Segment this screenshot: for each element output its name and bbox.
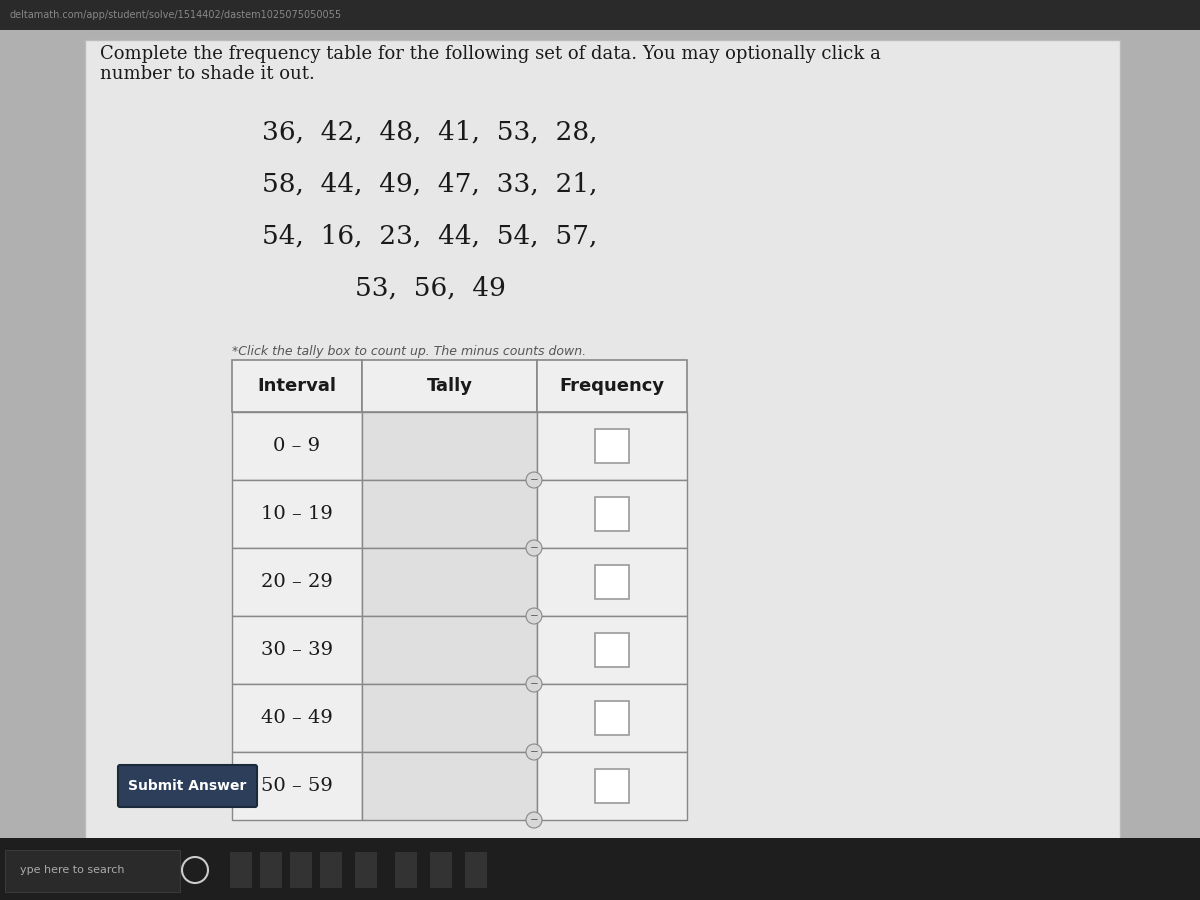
Bar: [362, 360, 538, 412]
Circle shape: [526, 540, 542, 556]
Bar: [320, 852, 342, 888]
Bar: [5, 850, 180, 892]
Bar: [232, 412, 362, 480]
Bar: [538, 548, 686, 616]
Bar: [362, 480, 538, 548]
Bar: [232, 752, 362, 820]
Bar: [538, 752, 686, 820]
Circle shape: [526, 744, 542, 760]
Text: Interval: Interval: [258, 377, 336, 395]
Bar: [430, 852, 452, 888]
Text: Frequency: Frequency: [559, 377, 665, 395]
Bar: [538, 616, 686, 684]
FancyBboxPatch shape: [118, 765, 257, 807]
Text: 40 – 49: 40 – 49: [262, 709, 332, 727]
Text: number to shade it out.: number to shade it out.: [100, 65, 314, 83]
Bar: [595, 633, 629, 667]
Bar: [595, 429, 629, 463]
Bar: [538, 412, 686, 480]
Circle shape: [526, 608, 542, 624]
Text: Submit Answer: Submit Answer: [128, 779, 247, 793]
Text: 0 – 9: 0 – 9: [274, 437, 320, 455]
Text: −: −: [529, 747, 539, 757]
Text: 50 – 59: 50 – 59: [262, 777, 332, 795]
Bar: [232, 684, 362, 752]
Text: *Click the tally box to count up. The minus counts down.: *Click the tally box to count up. The mi…: [232, 345, 586, 358]
Bar: [232, 480, 362, 548]
Text: Tally: Tally: [426, 377, 473, 395]
Bar: [595, 701, 629, 735]
Bar: [232, 616, 362, 684]
Bar: [395, 852, 418, 888]
Bar: [538, 360, 686, 412]
Bar: [466, 852, 487, 888]
Text: 58,  44,  49,  47,  33,  21,: 58, 44, 49, 47, 33, 21,: [263, 172, 598, 197]
Text: −: −: [529, 611, 539, 621]
Text: deltamath.com/app/student/solve/1514402/dastem1025075050055: deltamath.com/app/student/solve/1514402/…: [10, 10, 342, 20]
Bar: [595, 769, 629, 803]
Text: −: −: [529, 815, 539, 825]
Text: 30 – 39: 30 – 39: [260, 641, 334, 659]
Bar: [595, 565, 629, 599]
Bar: [0, 0, 1200, 30]
Bar: [290, 852, 312, 888]
Bar: [595, 497, 629, 531]
Text: 10 – 19: 10 – 19: [262, 505, 332, 523]
Bar: [538, 684, 686, 752]
Bar: [0, 838, 1200, 900]
Circle shape: [526, 812, 542, 828]
Text: 20 – 29: 20 – 29: [262, 573, 332, 591]
Text: 54,  16,  23,  44,  54,  57,: 54, 16, 23, 44, 54, 57,: [263, 224, 598, 249]
Text: −: −: [529, 475, 539, 485]
Circle shape: [526, 676, 542, 692]
Bar: [355, 852, 377, 888]
Bar: [85, 745, 1120, 825]
Text: −: −: [529, 679, 539, 689]
Text: 53,  56,  49: 53, 56, 49: [354, 276, 505, 301]
Bar: [362, 616, 538, 684]
Text: 36,  42,  48,  41,  53,  28,: 36, 42, 48, 41, 53, 28,: [263, 120, 598, 145]
Bar: [362, 412, 538, 480]
Bar: [230, 852, 252, 888]
Circle shape: [526, 472, 542, 488]
Bar: [538, 480, 686, 548]
Bar: [362, 548, 538, 616]
Text: Complete the frequency table for the following set of data. You may optionally c: Complete the frequency table for the fol…: [100, 45, 881, 63]
Bar: [232, 548, 362, 616]
Text: ype here to search: ype here to search: [20, 865, 125, 875]
Bar: [85, 40, 1120, 880]
Bar: [362, 684, 538, 752]
Bar: [260, 852, 282, 888]
Bar: [232, 360, 362, 412]
Bar: [362, 752, 538, 820]
Text: −: −: [529, 543, 539, 553]
